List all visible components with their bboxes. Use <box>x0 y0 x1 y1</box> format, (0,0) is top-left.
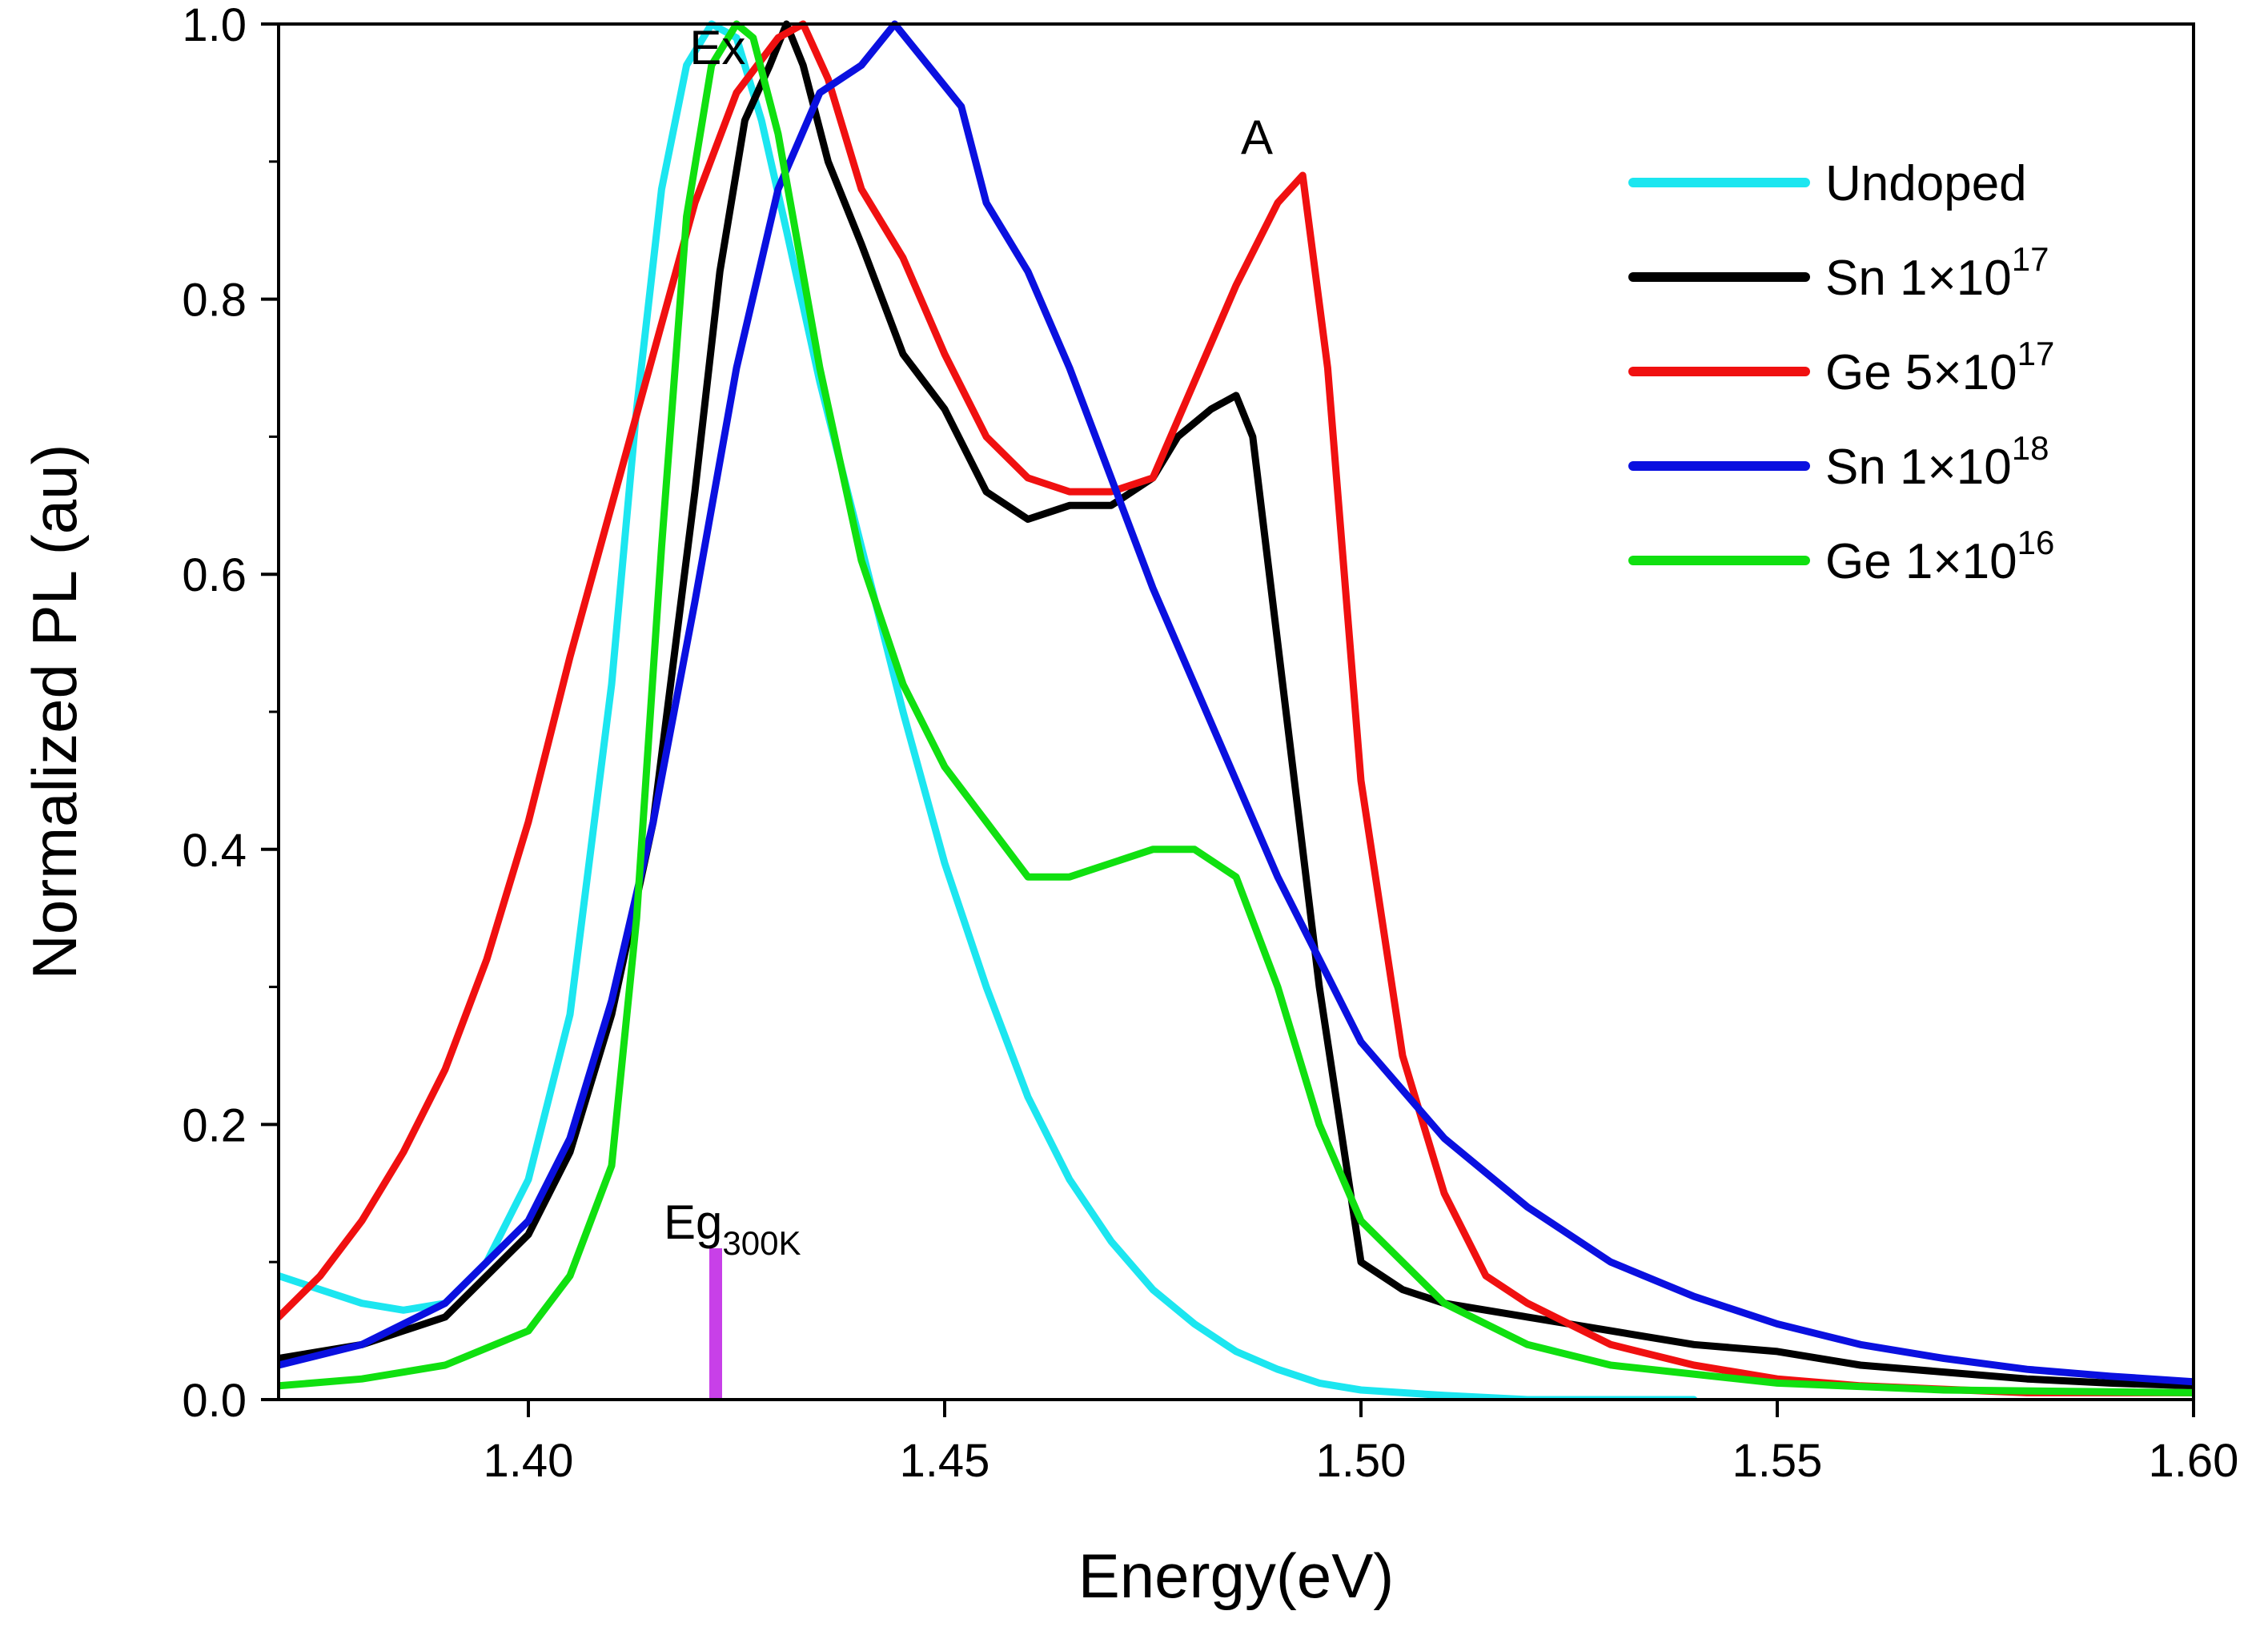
x-tick-label: 1.45 <box>900 1435 990 1487</box>
legend-label-0: Undoped <box>1825 156 2027 211</box>
annotation-layer: Ex A Eg300K <box>664 21 1273 1262</box>
legend-exponent-2: 17 <box>2017 335 2055 372</box>
annotation-eg300k-subscript: 300K <box>722 1224 801 1262</box>
y-tick-label: 0.2 <box>182 1099 247 1151</box>
legend-label-3: Sn 1×1018 <box>1825 429 2049 495</box>
y-tick-label: 0.4 <box>182 825 247 877</box>
series-line-2 <box>279 20 2194 1396</box>
x-tick-label: 1.40 <box>484 1435 574 1487</box>
annotation-eg300k: Eg300K <box>664 1195 801 1262</box>
x-tick-label: 1.55 <box>1732 1435 1823 1487</box>
legend-label-4: Ge 1×1016 <box>1825 524 2054 589</box>
legend-label-2: Ge 5×1017 <box>1825 335 2054 400</box>
legend: Undoped Sn 1×1017 Ge 5×1017 Sn 1×1018 Ge 1×1… <box>1628 156 2054 589</box>
x-axis-title: Energy(eV) <box>1078 1541 1395 1611</box>
annotation-a: A <box>1241 110 1273 164</box>
annotation-ex: Ex <box>689 21 745 74</box>
y-tick-label: 0.8 <box>182 275 247 327</box>
legend-exponent-3: 18 <box>2012 429 2049 467</box>
y-tick-label: 0.0 <box>182 1375 247 1427</box>
plot-frame <box>277 22 2195 1401</box>
legend-label-1: Sn 1×1017 <box>1825 240 2049 306</box>
series-line-0 <box>279 20 1698 1400</box>
x-tick-label: 1.50 <box>1316 1435 1407 1487</box>
tick-layer: 1.40 1.45 1.50 1.55 1.60 0.0 0.2 0.4 0.6 0.8 1.0 <box>182 0 2238 1487</box>
y-axis-title: Normalized PL (au) <box>19 444 90 979</box>
legend-exponent-1: 17 <box>2012 240 2049 278</box>
series-line-4 <box>279 20 2194 1396</box>
series-line-3 <box>279 20 2194 1386</box>
x-tick-label: 1.60 <box>2149 1435 2239 1487</box>
legend-exponent-4: 16 <box>2017 524 2055 561</box>
y-tick-label: 1.0 <box>182 0 247 51</box>
y-tick-label: 0.6 <box>182 549 247 601</box>
series-line-1 <box>279 20 2194 1390</box>
series-layer <box>279 20 2194 1400</box>
